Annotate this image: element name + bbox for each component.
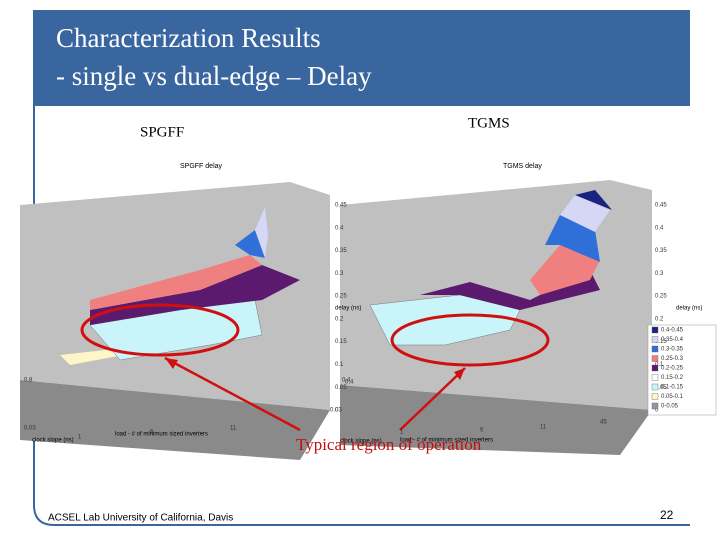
page-number: 22 bbox=[660, 508, 674, 522]
arrow bbox=[399, 367, 466, 431]
chart-floor bbox=[20, 380, 330, 460]
title-line: - single vs dual-edge – Delay bbox=[56, 61, 372, 91]
chart-floor bbox=[340, 385, 652, 455]
z-tick-label: 0.2 bbox=[655, 316, 664, 322]
z-tick-label: 0.45 bbox=[335, 203, 347, 209]
surface bbox=[255, 207, 268, 258]
axis-label: load - # of minimum sized inverters bbox=[400, 438, 493, 444]
surface bbox=[420, 270, 600, 310]
z-tick-label: 0 bbox=[335, 408, 339, 414]
x-tick-label: 6 bbox=[480, 428, 484, 434]
surface bbox=[575, 190, 612, 210]
legend-swatch bbox=[651, 355, 659, 362]
y-tick-label: 0.8 bbox=[24, 378, 33, 384]
y-tick-label: 0.4 bbox=[345, 380, 354, 386]
legend-swatch bbox=[651, 402, 659, 410]
legend-label: 0.15-0.2 bbox=[661, 375, 684, 381]
title-band bbox=[34, 10, 690, 106]
axis-label: delay (ns) bbox=[676, 306, 702, 312]
axis-label: load - # of minimum sized inverters bbox=[115, 432, 208, 438]
x-tick-label: 6 bbox=[150, 430, 154, 436]
legend-label: 0.05-0.1 bbox=[661, 394, 684, 400]
z-tick-label: 0.45 bbox=[655, 203, 667, 209]
y-tick-label: 0.4 bbox=[342, 378, 351, 384]
slide-frame bbox=[33, 10, 690, 526]
chart-label: TGMS bbox=[468, 115, 510, 131]
arrow-head bbox=[454, 368, 465, 380]
footer: ACSEL Lab University of California, Davi… bbox=[48, 513, 233, 524]
z-tick-label: 0.1 bbox=[335, 362, 344, 368]
surface-chart bbox=[340, 180, 652, 455]
x-tick-label: 11 bbox=[230, 426, 237, 432]
chart-label: SPGFF bbox=[140, 124, 184, 140]
z-tick-label: 0.25 bbox=[335, 294, 347, 300]
y-tick-label: 0.03 bbox=[24, 426, 36, 432]
z-tick-label: 0.2 bbox=[335, 316, 344, 322]
z-tick-label: 0.1 bbox=[655, 362, 664, 368]
legend-swatch bbox=[651, 393, 659, 400]
z-tick-label: 0.05 bbox=[335, 385, 347, 391]
legend-label: 0.2-0.25 bbox=[661, 366, 684, 372]
arrow bbox=[164, 356, 301, 432]
legend-label: 0.4-0.45 bbox=[661, 328, 684, 334]
axis-label: clock slope (ns) bbox=[340, 439, 382, 445]
z-tick-label: 0.35 bbox=[655, 248, 667, 254]
x-tick-label: 1 bbox=[400, 430, 404, 436]
chart-title: SPGFF delay bbox=[180, 163, 223, 170]
z-tick-label: 0.25 bbox=[655, 294, 667, 300]
z-tick-label: 0.3 bbox=[335, 271, 344, 277]
legend-swatch bbox=[651, 336, 659, 343]
surface bbox=[90, 265, 300, 325]
axis-label: delay (ns) bbox=[335, 306, 361, 312]
z-tick-label: 0.15 bbox=[335, 339, 347, 345]
arrow-head bbox=[165, 358, 178, 369]
legend-box bbox=[647, 324, 717, 416]
z-tick-label: 0.4 bbox=[655, 225, 664, 231]
z-tick-label: 0.4 bbox=[335, 225, 344, 231]
surface bbox=[530, 245, 600, 295]
x-tick-label: 45 bbox=[600, 420, 607, 426]
z-tick-label: 0.05 bbox=[655, 385, 667, 391]
surface bbox=[560, 195, 610, 232]
legend-label: 0.35-0.4 bbox=[661, 337, 684, 343]
legend-label: 0.25-0.3 bbox=[661, 356, 684, 362]
chart-title: TGMS delay bbox=[503, 163, 542, 170]
z-tick-label: 0.35 bbox=[335, 248, 347, 254]
legend-swatch bbox=[651, 364, 659, 372]
x-tick-label: 11 bbox=[540, 425, 547, 431]
legend-swatch bbox=[651, 345, 659, 353]
annotation: Typical region of operation bbox=[296, 435, 482, 454]
legend-swatch bbox=[651, 383, 659, 391]
highlight-ellipse bbox=[80, 303, 240, 357]
z-tick-label: 0.15 bbox=[655, 339, 667, 345]
highlight-ellipse bbox=[390, 313, 550, 367]
z-tick-label: 0.3 bbox=[655, 271, 664, 277]
legend-label: 0-0.05 bbox=[661, 404, 679, 410]
legend-label: 0.1-0.15 bbox=[661, 385, 684, 391]
legend-swatch bbox=[651, 374, 659, 381]
y-tick-label: 0.03 bbox=[330, 408, 342, 414]
surface-chart bbox=[20, 182, 330, 460]
title-line: Characterization Results bbox=[56, 23, 321, 53]
axis-label: clock slope (ns) bbox=[32, 438, 74, 444]
legend-swatch bbox=[651, 326, 659, 334]
surface bbox=[90, 255, 262, 310]
x-tick-label: 1 bbox=[78, 435, 82, 441]
legend-label: 0.3-0.35 bbox=[661, 347, 684, 353]
z-tick-label: 0 bbox=[655, 408, 659, 414]
